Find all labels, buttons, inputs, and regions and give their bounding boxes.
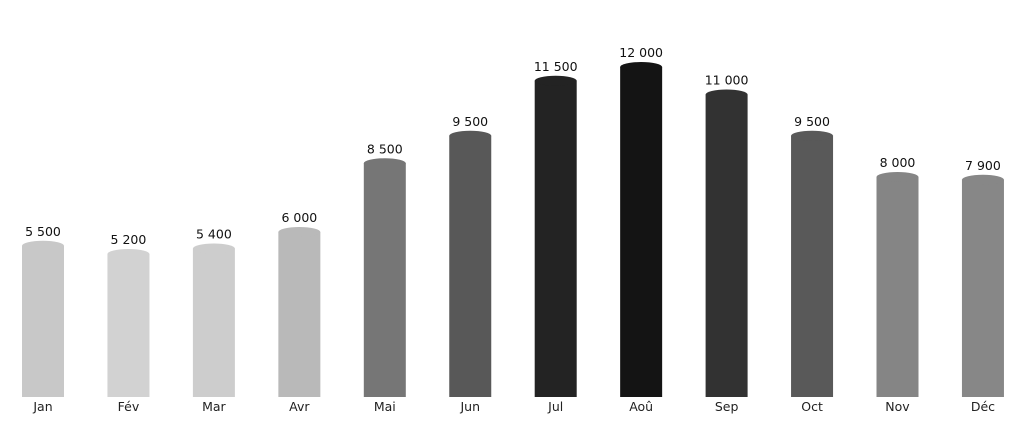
category-label-Sep: Sep [715, 399, 739, 414]
value-label-Jun: 9 500 [452, 114, 488, 129]
bar-cap-Jan [22, 240, 64, 251]
bar-Jan [22, 245, 64, 397]
value-label-Oct: 9 500 [794, 114, 830, 129]
value-label-Avr: 6 000 [281, 210, 317, 225]
category-label-Fév: Fév [118, 399, 140, 414]
bar-Jun [449, 135, 492, 397]
category-labels-group: Jan Fév Mar Avr Mai Jun Jul Aoû Sep Oct Nov Déc [32, 399, 995, 414]
bar-Sep [705, 94, 748, 397]
bar-Oct [791, 135, 834, 397]
category-label-Jun: Jun [459, 399, 480, 414]
value-label-Nov: 8 000 [880, 155, 916, 170]
value-labels-group: 5 500 5 200 5 400 6 000 8 500 9 500 11 500 12 0… [25, 45, 1001, 247]
bar-cap-Fév [107, 249, 150, 259]
bar-Mar [192, 248, 235, 397]
category-label-Mai: Mai [374, 399, 396, 414]
bars-group [22, 62, 1004, 397]
bar-cap-Nov [876, 172, 919, 182]
bar-Nov [876, 177, 919, 397]
bar-Aoû [620, 67, 663, 397]
category-label-Nov: Nov [885, 399, 910, 414]
category-label-Jul: Jul [547, 399, 563, 414]
category-label-Oct: Oct [801, 399, 823, 414]
bar-cap-Jun [449, 130, 492, 141]
bar-Fév [107, 254, 150, 397]
bar-cap-Oct [791, 130, 834, 141]
category-label-Mar: Mar [202, 399, 226, 414]
category-label-Jan: Jan [32, 399, 52, 414]
value-label-Sep: 11 000 [705, 73, 749, 88]
value-label-Mai: 8 500 [367, 141, 403, 156]
bar-cap-Avr [278, 227, 321, 237]
value-label-Mar: 5 400 [196, 227, 232, 242]
bar-Mai [363, 163, 406, 397]
category-label-Avr: Avr [289, 399, 310, 414]
value-label-Jul: 11 500 [534, 59, 578, 74]
category-label-Déc: Déc [971, 399, 995, 414]
bar-cap-Déc [961, 174, 1004, 185]
bar-cap-Mar [192, 243, 235, 254]
bar-cap-Mai [363, 158, 406, 169]
bar-Déc [961, 179, 1004, 397]
bar-cap-Sep [705, 89, 748, 100]
bar-cap-Aoû [620, 62, 663, 72]
value-label-Jan: 5 500 [25, 224, 61, 239]
bar-Jul [534, 80, 577, 397]
bar-Avr [278, 232, 321, 397]
category-label-Aoû: Aoû [629, 399, 653, 414]
value-label-Aoû: 12 000 [619, 45, 663, 60]
value-label-Fév: 5 200 [111, 232, 147, 247]
value-label-Déc: 7 900 [965, 158, 1001, 173]
bar-cap-Jul [534, 75, 577, 86]
